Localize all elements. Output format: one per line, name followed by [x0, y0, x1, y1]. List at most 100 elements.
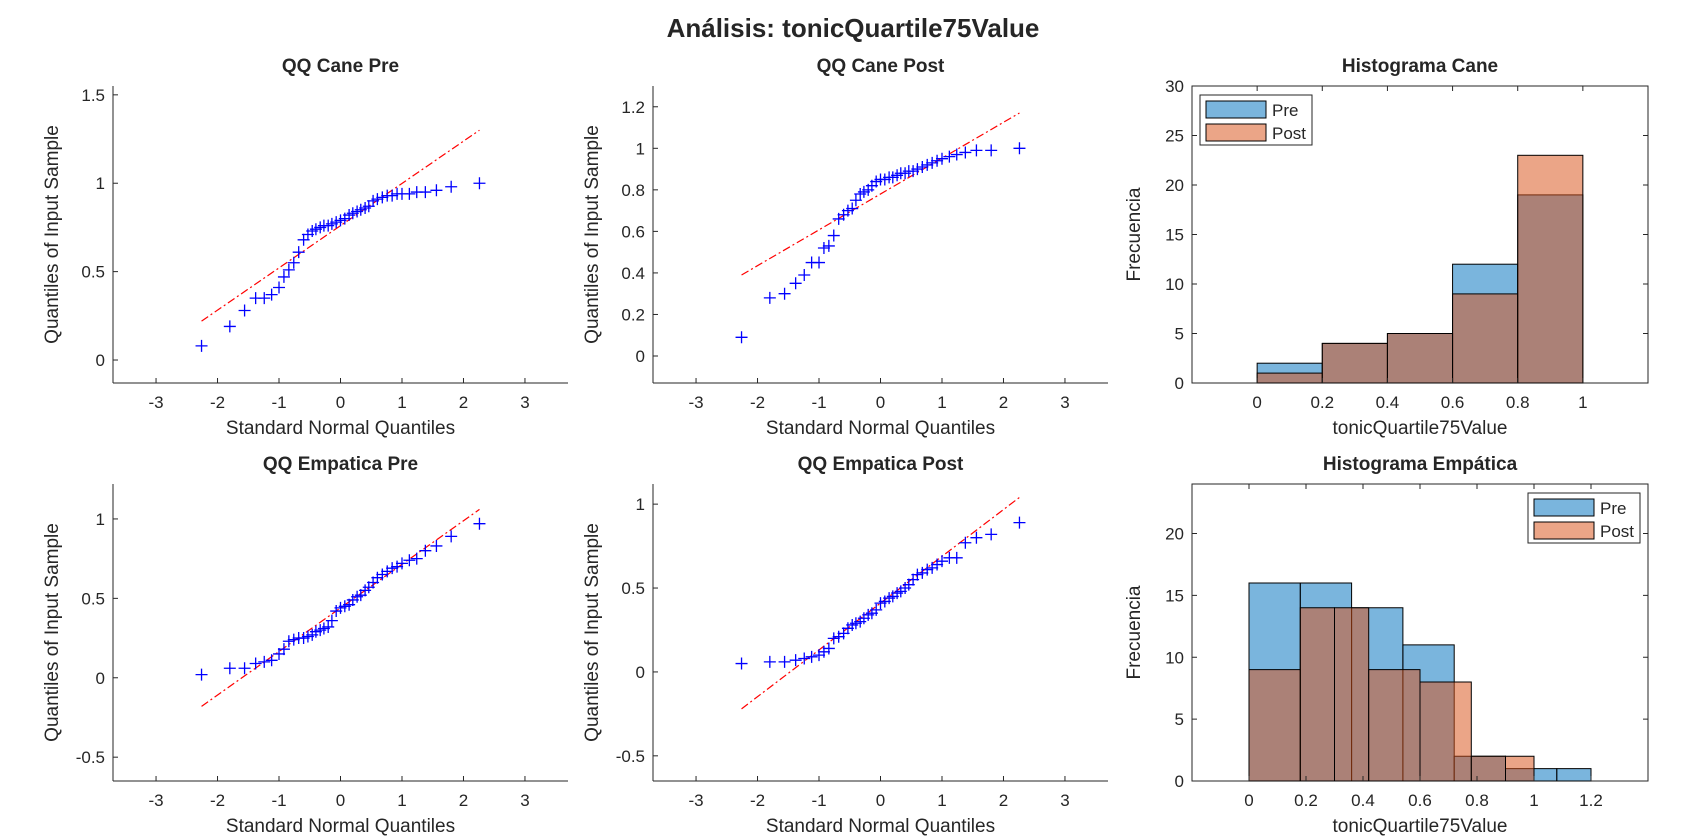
legend-label-pre: Pre: [1600, 499, 1626, 518]
y-tick-label: 20: [1165, 525, 1184, 544]
subplot-title: QQ Cane Pre: [282, 56, 399, 77]
qq-point: [265, 654, 278, 667]
qq-point: [935, 152, 948, 165]
x-tick-label: 1: [1578, 393, 1587, 412]
histogram-bar-post: [1517, 154, 1584, 384]
qq-point: [970, 144, 983, 157]
qq-point: [735, 657, 748, 670]
qq-point: [223, 320, 236, 333]
legend-swatch-pre: [1533, 498, 1595, 517]
y-tick-label: 0: [636, 347, 645, 366]
y-tick-label: 1.5: [81, 86, 105, 105]
qq-point: [249, 657, 262, 670]
x-tick-label: -1: [271, 393, 286, 412]
x-tick-label: -1: [811, 791, 826, 810]
qq-point: [1013, 516, 1026, 529]
legend: Pre Post: [1527, 492, 1641, 544]
y-tick-label: 1: [96, 174, 105, 193]
x-tick-label: 0.4: [1351, 791, 1375, 810]
qq-point: [789, 277, 802, 290]
x-tick-label: 0: [1244, 791, 1253, 810]
x-tick-label: 2: [459, 393, 468, 412]
y-tick-label: 0: [1175, 374, 1184, 393]
x-tick-label: 2: [999, 393, 1008, 412]
y-tick-label: 10: [1165, 648, 1184, 667]
qq-point: [419, 544, 432, 557]
histogram-bar-pre: [1556, 768, 1592, 782]
histogram-bar-post: [1505, 755, 1535, 782]
x-tick-label: 0.2: [1294, 791, 1318, 810]
x-tick-label: -3: [148, 393, 163, 412]
qq-point: [273, 647, 286, 660]
y-axis-label: Quantiles of Input Sample: [42, 523, 63, 742]
x-tick-label: 0.6: [1408, 791, 1432, 810]
qq-point: [931, 558, 944, 571]
legend-swatch-post: [1205, 123, 1267, 142]
qq-point: [277, 270, 290, 283]
x-tick-label: 0.8: [1506, 393, 1530, 412]
x-tick-label: -1: [811, 393, 826, 412]
qq-point: [1013, 142, 1026, 155]
x-tick-label: 1: [1529, 791, 1538, 810]
histogram-bar-post: [1368, 669, 1421, 782]
qq-point: [921, 158, 934, 171]
x-tick-label: 0.2: [1310, 393, 1334, 412]
qq-point: [778, 655, 791, 668]
x-tick-label: 0.4: [1376, 393, 1400, 412]
x-tick-label: 3: [520, 791, 529, 810]
y-axis-label: Frecuencia: [1124, 187, 1145, 281]
qq-point: [273, 281, 286, 294]
y-tick-label: 1.2: [621, 98, 645, 117]
y-tick-label: 1: [636, 139, 645, 158]
y-axis-label: Frecuencia: [1124, 585, 1145, 679]
x-tick-label: 3: [1060, 393, 1069, 412]
x-tick-label: 3: [1060, 791, 1069, 810]
qq-point: [403, 187, 416, 200]
qq-point: [287, 256, 300, 269]
y-axis-label: Quantiles of Input Sample: [582, 125, 603, 344]
x-axis-label: Standard Normal Quantiles: [766, 816, 995, 837]
qq-point: [916, 161, 929, 173]
qq-point: [970, 531, 983, 544]
qq-point: [386, 562, 399, 575]
qq-point: [395, 557, 408, 570]
qq-point: [827, 229, 840, 242]
x-tick-label: 2: [459, 791, 468, 810]
x-tick-label: 2: [999, 791, 1008, 810]
qq-point: [926, 561, 939, 574]
y-tick-label: 0: [636, 663, 645, 682]
qq-point: [381, 565, 394, 578]
subplot-5: -3 -2 -1 0 1 2 3 -0.5 0 0.5 1 QQ Empatica Post Stand…: [582, 454, 1108, 837]
y-tick-label: 30: [1165, 77, 1184, 96]
qq-point: [371, 193, 384, 206]
y-tick-label: -0.5: [76, 748, 105, 767]
qq-point: [985, 144, 998, 157]
qq-point: [735, 331, 748, 344]
qq-point: [282, 635, 295, 648]
y-tick-label: 0: [96, 351, 105, 370]
qq-point: [277, 643, 290, 656]
qq-point: [287, 633, 300, 646]
histogram-bar-post: [1299, 607, 1336, 782]
y-tick-label: -0.5: [616, 747, 645, 766]
legend-label-post: Post: [1272, 124, 1306, 143]
qq-point: [805, 650, 818, 663]
y-tick-label: 0.6: [621, 222, 645, 241]
x-tick-label: 1: [397, 393, 406, 412]
x-tick-label: -2: [750, 791, 765, 810]
qq-point: [376, 191, 389, 204]
y-tick-label: 15: [1165, 226, 1184, 245]
qq-point: [813, 256, 826, 269]
qq-point: [371, 571, 384, 584]
legend-swatch-pre: [1205, 100, 1267, 119]
x-tick-label: -1: [271, 791, 286, 810]
y-tick-label: 1: [96, 510, 105, 529]
qq-point: [419, 186, 432, 199]
subplot-title: Histograma Empática: [1323, 454, 1518, 475]
qq-point: [445, 180, 458, 193]
legend-label-pre: Pre: [1272, 101, 1298, 120]
subplot-title: QQ Empatica Post: [798, 454, 964, 475]
